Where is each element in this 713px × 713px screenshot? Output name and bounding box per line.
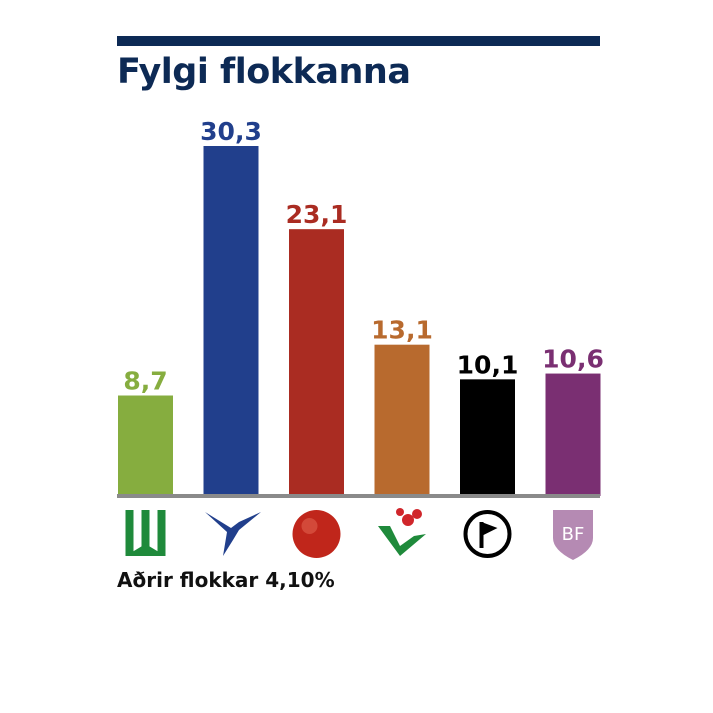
green-party-icon (125, 510, 166, 556)
value-label: 23,1 (286, 200, 348, 229)
chart-title: Fylgi flokkanna (117, 52, 411, 92)
bar (203, 146, 259, 496)
party-icons-layer: BF (125, 508, 593, 560)
bar (460, 379, 515, 496)
bars-layer (118, 146, 601, 496)
bar (289, 229, 344, 496)
pirate-flag-party-icon (463, 510, 512, 558)
value-label: 8,7 (123, 367, 167, 396)
others-note: Aðrir flokkar 4,10% (117, 568, 335, 592)
value-label: 30,3 (200, 117, 262, 146)
bar (545, 373, 601, 496)
bf-shield-party-icon: BF (553, 510, 593, 560)
svg-text:BF: BF (562, 524, 585, 545)
bar (374, 344, 430, 496)
value-labels-layer: 8,7 30,3 23,1 13,1 10,1 10,6 (123, 117, 603, 396)
bar (118, 395, 173, 496)
value-label: 10,1 (457, 350, 519, 379)
eagle-party-icon (205, 512, 261, 556)
title-rule (117, 36, 600, 46)
flower-v-party-icon (378, 508, 426, 556)
value-label: 10,6 (542, 345, 604, 374)
value-label: 13,1 (371, 316, 433, 345)
red-sphere-party-icon (292, 510, 341, 558)
